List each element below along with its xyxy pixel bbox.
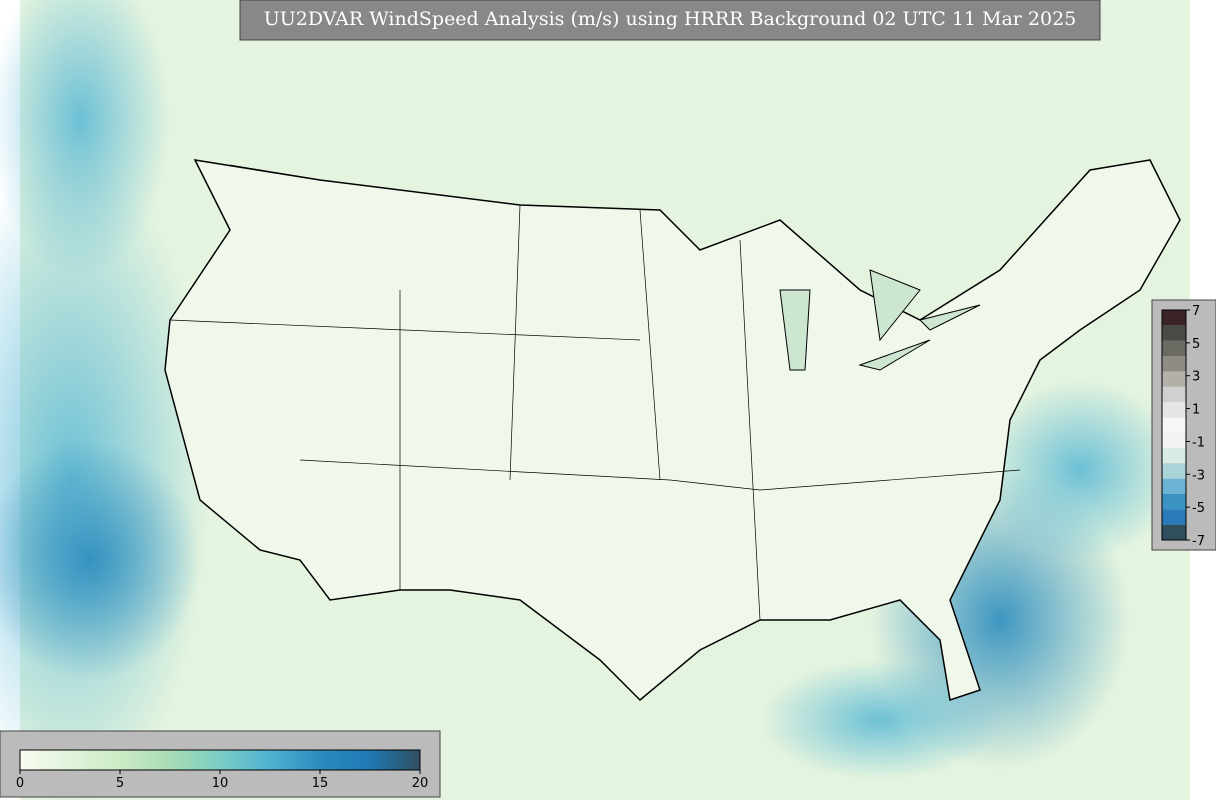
diff-colorbar-segment bbox=[1162, 463, 1186, 479]
diff-colorbar-segment bbox=[1162, 386, 1186, 402]
colorbar-tick-label: 0 bbox=[16, 776, 24, 791]
map-title: UU2DVAR WindSpeed Analysis (m/s) using H… bbox=[264, 8, 1077, 30]
diff-colorbar-segment bbox=[1162, 325, 1186, 341]
diff-colorbar-segment bbox=[1162, 524, 1186, 540]
diff-colorbar-segment bbox=[1162, 402, 1186, 418]
colorbar-tick-label: -5 bbox=[1192, 501, 1205, 516]
colorbar-tick-label: 5 bbox=[116, 776, 124, 791]
ocean-wind bbox=[980, 380, 1180, 560]
colorbar-tick-label: 15 bbox=[312, 776, 329, 791]
map bbox=[0, 0, 1190, 804]
diff-colorbar-segment bbox=[1162, 448, 1186, 464]
ocean-wind bbox=[0, 0, 170, 280]
colorbar-tick-label: 1 bbox=[1192, 403, 1200, 418]
great-lakes bbox=[779, 269, 981, 371]
colorbar-tick-label: 3 bbox=[1192, 370, 1200, 385]
colorbar-tick-label: 7 bbox=[1192, 304, 1200, 319]
colorbar-tick-label: 5 bbox=[1192, 337, 1200, 352]
colorbar-tick-label: -3 bbox=[1192, 468, 1205, 483]
colorbar-tick-label: -7 bbox=[1192, 534, 1205, 549]
colorbar-tick-label: 20 bbox=[412, 776, 429, 791]
diff-colorbar-segment bbox=[1162, 356, 1186, 372]
diff-colorbar-segment bbox=[1162, 417, 1186, 433]
ocean-wind bbox=[760, 660, 1000, 780]
diff-colorbar-segment bbox=[1162, 509, 1186, 525]
speed-colorbar bbox=[19, 749, 421, 771]
diff-colorbar-segment bbox=[1162, 478, 1186, 494]
colorbar-tick-label: 10 bbox=[212, 776, 229, 791]
colorbar-tick-label: -1 bbox=[1192, 435, 1205, 450]
ocean-wind bbox=[0, 440, 200, 680]
diff-colorbar bbox=[1161, 309, 1187, 541]
diff-colorbar-segment bbox=[1162, 340, 1186, 356]
diff-colorbar-segment bbox=[1162, 432, 1186, 448]
title-box bbox=[239, 0, 1101, 41]
diff-colorbar-segment bbox=[1162, 310, 1186, 326]
diff-colorbar-segment bbox=[1162, 494, 1186, 510]
state-borders bbox=[169, 164, 1021, 621]
diff-colorbar-segment bbox=[1162, 371, 1186, 387]
